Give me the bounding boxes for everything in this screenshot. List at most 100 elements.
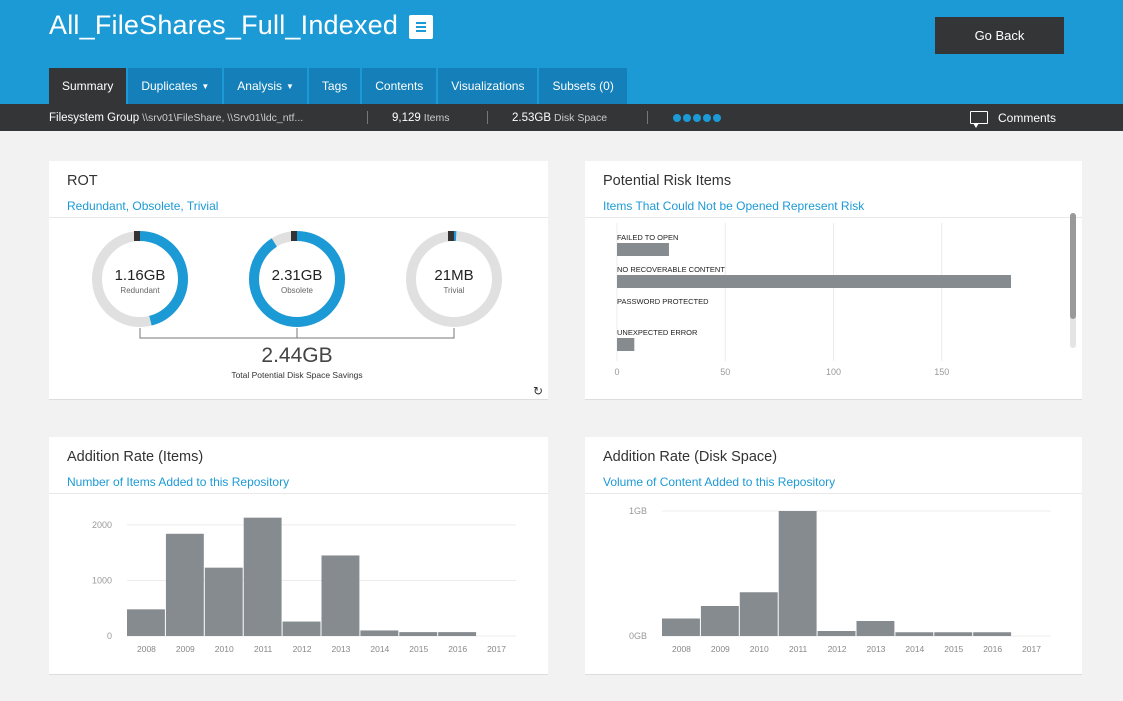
x-tick-label: 2009 — [711, 644, 730, 654]
y-tick-label: 2000 — [92, 520, 112, 530]
x-tick-label: 2014 — [905, 644, 924, 654]
disk-space: 2.53GB Disk Space — [512, 104, 607, 131]
bar[interactable] — [934, 632, 973, 636]
x-tick-label: 2010 — [215, 644, 234, 654]
tab-subsets-0[interactable]: Subsets (0) — [539, 68, 627, 104]
items-rate-title: Addition Rate (Items) — [67, 449, 204, 465]
category-label: UNEXPECTED ERROR — [617, 328, 698, 337]
bar[interactable] — [662, 618, 700, 637]
caret-down-icon: ▼ — [201, 81, 210, 91]
x-tick-label: 2008 — [137, 644, 156, 654]
rot-subtitle: Redundant, Obsolete, Trivial — [67, 199, 219, 213]
donut-label: Obsolete — [281, 286, 314, 295]
risk-bar-chart: 0 50 100 150 FAILED TO OPEN NO RECOVERABLE CO… — [614, 223, 1012, 377]
bar[interactable] — [243, 517, 282, 636]
tab-tags[interactable]: Tags — [308, 68, 361, 104]
risk-scrollbar-thumb[interactable] — [1070, 213, 1076, 319]
x-tick-label: 2015 — [944, 644, 963, 654]
bar[interactable] — [282, 621, 321, 636]
x-tick-label: 2011 — [789, 644, 808, 654]
donut-value: 1.16GB — [115, 267, 166, 284]
x-tick-label: 2010 — [750, 644, 769, 654]
risk-scrollbar[interactable] — [1070, 213, 1076, 348]
tab-label: Duplicates — [141, 79, 198, 93]
bar[interactable] — [438, 632, 477, 636]
category-label: NO RECOVERABLE CONTENT — [617, 265, 725, 274]
divider — [49, 493, 548, 494]
tab-duplicates[interactable]: Duplicates ▼ — [128, 68, 223, 104]
bar[interactable] — [700, 606, 739, 636]
bar[interactable] — [895, 632, 934, 636]
filesystem-group-label: Filesystem Group — [49, 111, 140, 124]
disk-space-value: 2.53GB — [512, 111, 551, 124]
comments-button[interactable]: Comments — [970, 104, 1056, 131]
donut-label: Redundant — [120, 286, 160, 295]
x-tick-label: 2012 — [828, 644, 847, 654]
bar[interactable] — [817, 631, 856, 636]
disk-rate-title: Addition Rate (Disk Space) — [603, 449, 778, 465]
divider — [585, 493, 1082, 494]
x-tick-label: 2016 — [448, 644, 467, 654]
tab-summary[interactable]: Summary — [49, 68, 127, 104]
hamburger-icon[interactable] — [409, 15, 433, 39]
donut-obsolete: 2.31GB Obsolete — [249, 231, 345, 327]
tab-analysis[interactable]: Analysis ▼ — [224, 68, 307, 104]
risk-subtitle: Items That Could Not be Opened Represent… — [603, 199, 865, 213]
x-tick-label: 2011 — [254, 644, 273, 654]
bar[interactable] — [617, 243, 669, 256]
divider — [487, 111, 488, 124]
divider — [647, 111, 648, 124]
donut-value: 21MB — [434, 267, 473, 284]
bar[interactable] — [617, 338, 635, 351]
x-tick-label: 2017 — [487, 644, 506, 654]
items-rate-subtitle: Number of Items Added to this Repository — [67, 475, 290, 489]
info-bar: Filesystem Group \\srv01\FileShare, \\Sr… — [0, 104, 1123, 131]
donut-value: 2.31GB — [272, 267, 323, 284]
bar[interactable] — [856, 621, 895, 636]
bar[interactable] — [399, 632, 438, 636]
tab-label: Contents — [375, 79, 424, 93]
category-label: FAILED TO OPEN — [617, 233, 678, 242]
divider — [367, 111, 368, 124]
rot-donut-chart: 1.16GB Redundant 2.31GB Obsolete 21MB Trivial… — [92, 231, 502, 380]
bar[interactable] — [739, 592, 778, 636]
refresh-icon[interactable]: ↻ — [533, 384, 544, 398]
x-tick-label: 150 — [934, 367, 949, 377]
x-tick-label: 2013 — [866, 644, 885, 654]
tab-label: Visualizations — [451, 79, 525, 93]
tab-visualizations[interactable]: Visualizations — [438, 68, 538, 104]
donut-marker — [448, 231, 454, 241]
bar[interactable] — [127, 609, 165, 636]
rot-title: ROT — [67, 173, 98, 189]
tab-label: Summary — [62, 79, 114, 93]
go-back-button[interactable]: Go Back — [935, 17, 1064, 54]
comments-label: Comments — [998, 110, 1057, 125]
tab-label: Subsets (0) — [552, 79, 614, 93]
x-tick-label: 2013 — [331, 644, 350, 654]
tab-contents[interactable]: Contents — [362, 68, 437, 104]
y-tick-label: 1000 — [92, 575, 112, 585]
donut-trivial: 21MB Trivial — [406, 231, 502, 327]
bar[interactable] — [973, 632, 1012, 636]
bar[interactable] — [778, 511, 817, 636]
items-rate-chart: 0 1000 2000 2008 2009 2010 2011 2012 2013 2014 201… — [92, 517, 516, 654]
risk-title: Potential Risk Items — [603, 173, 732, 189]
y-tick-label: 0 — [107, 631, 112, 641]
disk-rate-chart: 0GB 1GB 2008 2009 2010 2011 2012 2013 2014 2015 20… — [629, 506, 1051, 654]
donut-marker — [134, 231, 140, 241]
bar[interactable] — [204, 567, 243, 636]
rot-card: ROT Redundant, Obsolete, Trivial 1.16GB R… — [49, 161, 548, 400]
caret-down-icon: ▼ — [285, 81, 294, 91]
x-tick-label: 2016 — [983, 644, 1002, 654]
x-tick-label: 100 — [826, 367, 841, 377]
bar[interactable] — [360, 630, 399, 636]
tab-label: Analysis — [237, 79, 282, 93]
y-tick-label: 0GB — [629, 631, 647, 641]
items-rate-card: Addition Rate (Items) Number of Items Ad… — [49, 437, 548, 675]
x-tick-label: 0 — [614, 367, 619, 377]
tab-label: Tags — [321, 79, 348, 93]
bar[interactable] — [165, 533, 204, 636]
x-tick-label: 2008 — [672, 644, 691, 654]
bar[interactable] — [617, 275, 1012, 288]
bar[interactable] — [321, 555, 360, 636]
